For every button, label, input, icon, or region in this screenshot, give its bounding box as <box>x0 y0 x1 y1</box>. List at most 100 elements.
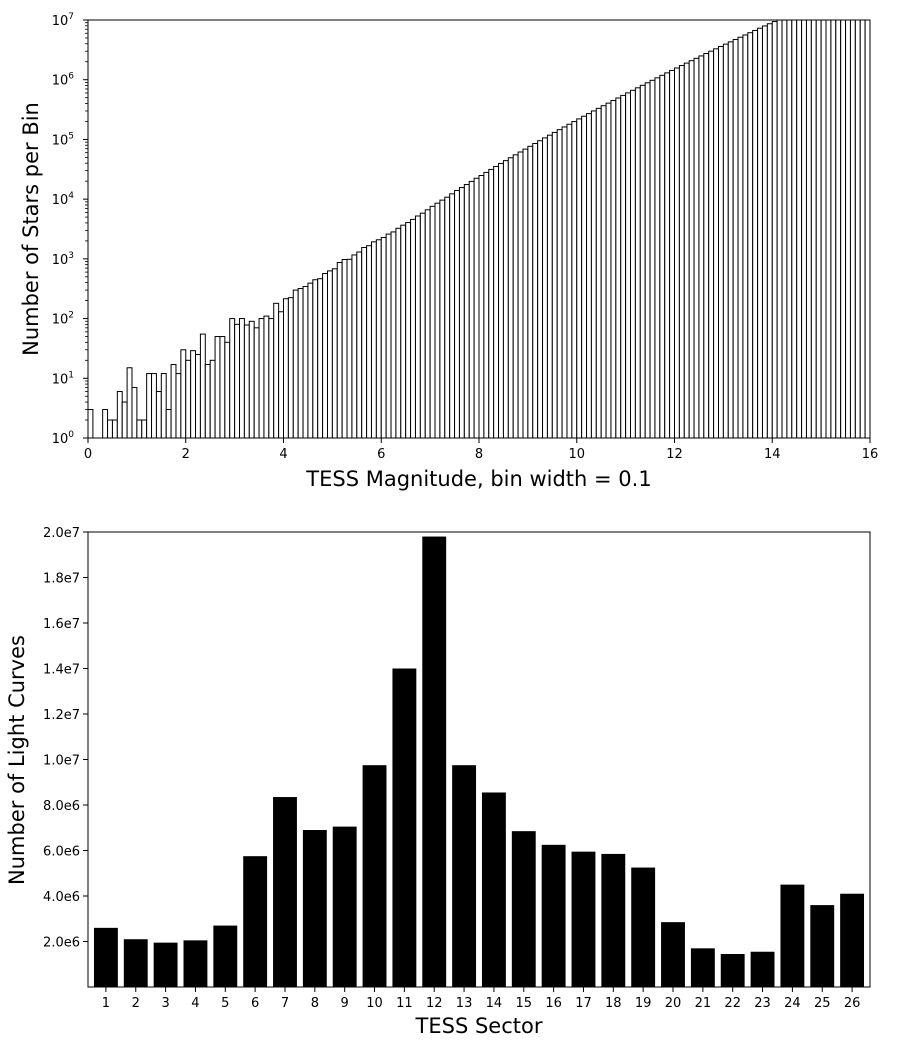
sector-bar <box>93 927 118 987</box>
histogram-bar <box>107 419 113 439</box>
sector-bar-chart: 1 2 3 4 5 6 7 8 9 10 11 12 13 14 15 16 17 18 19 20 21 22 23 24 2… <box>5 526 871 1038</box>
histogram-bar <box>488 168 495 439</box>
sector-bar <box>422 536 447 987</box>
sector-x-tick-label: 24 <box>784 996 801 1011</box>
histogram-bar <box>493 165 500 439</box>
histogram-x-axis-label: TESS Magnitude, bin width = 0.1 <box>305 467 651 491</box>
histogram-bar <box>424 209 431 439</box>
histogram-bar <box>717 45 724 439</box>
histogram-bar <box>351 254 358 439</box>
histogram-bar <box>151 373 157 439</box>
sector-x-ticks: 1 2 3 4 5 6 7 8 9 10 11 12 13 14 15 16 17 18 19 20 21 22 23 24 2… <box>102 987 860 1011</box>
sector-x-tick-label: 7 <box>281 996 289 1011</box>
histogram-bar <box>781 19 788 439</box>
histogram-bar <box>615 97 622 439</box>
sector-bar <box>780 884 805 988</box>
sector-x-tick-label: 9 <box>341 996 349 1011</box>
histogram-bar <box>165 409 172 439</box>
sector-x-tick-label: 17 <box>575 996 592 1011</box>
histogram-bar <box>111 419 118 439</box>
histogram-bar <box>131 387 138 439</box>
histogram-bar <box>864 19 871 439</box>
histogram-bar <box>840 19 847 439</box>
sector-bar <box>302 830 327 987</box>
histogram-bar <box>341 259 348 439</box>
sector-x-tick-label: 21 <box>695 996 712 1011</box>
histogram-bar <box>561 126 568 439</box>
sector-bar <box>720 954 745 987</box>
sector-bar <box>332 826 357 987</box>
histogram-bar <box>537 140 544 439</box>
sector-x-axis-label: TESS Sector <box>415 1014 543 1038</box>
histogram-bar <box>219 336 226 439</box>
sector-y-tick-label: 1.2e7 <box>43 708 80 723</box>
histogram-bar <box>199 333 206 439</box>
histogram-bar <box>322 272 328 439</box>
histogram-bar <box>346 258 353 439</box>
histogram-bar <box>239 318 245 439</box>
histogram-bar <box>620 94 627 439</box>
histogram-x-tick-label: 14 <box>764 447 781 462</box>
sector-bar <box>541 844 566 987</box>
sector-x-tick-label: 10 <box>366 996 383 1011</box>
histogram-bar <box>859 19 866 439</box>
histogram-bar <box>639 84 646 439</box>
histogram-bar <box>683 62 690 439</box>
histogram-bar <box>102 409 109 439</box>
sector-bar <box>392 668 417 987</box>
histogram-x-tick-label: 8 <box>475 447 483 462</box>
histogram-bar <box>634 87 641 439</box>
sector-x-tick-label: 25 <box>814 996 831 1011</box>
sector-bar <box>631 867 656 987</box>
histogram-bar <box>439 199 446 439</box>
histogram-bar <box>630 89 636 439</box>
histogram-bar <box>796 19 803 439</box>
histogram-bar <box>326 270 333 439</box>
histogram-bar <box>805 19 812 439</box>
histogram-bar <box>444 196 451 439</box>
sector-x-tick-label: 4 <box>191 996 199 1011</box>
sector-x-tick-label: 19 <box>635 996 652 1011</box>
histogram-bar <box>698 55 705 439</box>
histogram-x-tick-label: 6 <box>377 447 385 462</box>
histogram-bar <box>224 341 231 439</box>
sector-x-tick-label: 11 <box>396 996 413 1011</box>
sector-x-tick-label: 16 <box>545 996 562 1011</box>
histogram-bar <box>248 320 255 439</box>
histogram-bar <box>625 92 632 439</box>
histogram-bar <box>414 215 421 439</box>
histogram-bar <box>810 19 817 439</box>
histogram-bar <box>195 354 201 439</box>
histogram-bar <box>586 113 592 439</box>
sector-bar <box>571 851 596 987</box>
histogram-bar <box>669 69 675 439</box>
sector-bar <box>840 893 865 987</box>
histogram-bar <box>830 19 837 439</box>
histogram-bar <box>527 145 534 439</box>
histogram-bar <box>713 48 719 439</box>
histogram-bar <box>522 148 529 439</box>
histogram-bar <box>786 19 793 439</box>
histogram-bar <box>849 19 856 439</box>
histogram-bar <box>473 177 480 439</box>
histogram-bar <box>507 157 514 439</box>
histogram-x-ticks: 0 2 4 6 8 10 12 14 16 <box>84 438 878 462</box>
histogram-bar <box>610 100 617 439</box>
histogram-bar <box>727 41 734 439</box>
sector-bar <box>213 925 238 987</box>
histogram-bar <box>581 115 588 439</box>
histogram-bar <box>312 279 319 439</box>
sector-x-tick-label: 1 <box>102 996 110 1011</box>
histogram-bar <box>542 137 548 439</box>
histogram-bar <box>845 19 851 439</box>
histogram-bar <box>160 373 167 439</box>
sector-x-tick-label: 14 <box>486 996 503 1011</box>
histogram-bar <box>576 118 583 439</box>
histogram-bar <box>742 34 749 439</box>
histogram-bar <box>502 160 509 439</box>
histogram-bar <box>722 43 729 439</box>
histogram-bar <box>229 318 236 439</box>
sector-bar <box>810 905 835 987</box>
sector-y-tick-label: 8.0e6 <box>43 799 80 814</box>
